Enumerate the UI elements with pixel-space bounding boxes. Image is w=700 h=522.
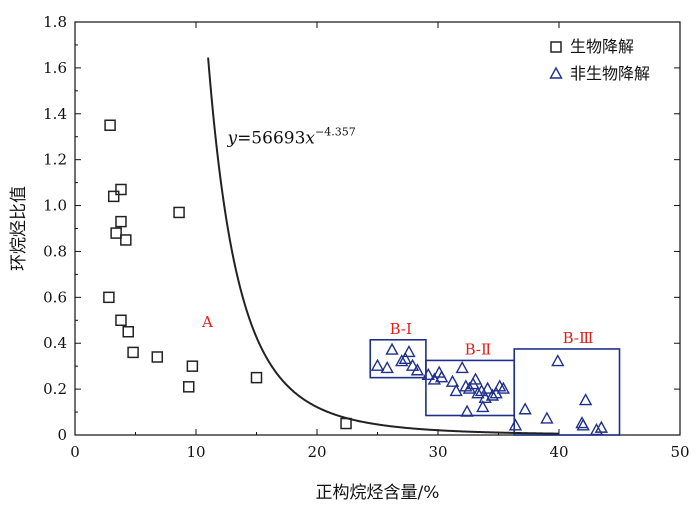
fit-curve-layer: y=56693x−4.357 [207, 57, 560, 435]
non-biodegraded-point [385, 342, 399, 355]
non-biodegraded-point [421, 367, 436, 381]
non-biodegraded-point [496, 381, 511, 394]
non-biodegraded-point [468, 372, 483, 385]
non-biodegraded-point [576, 418, 590, 431]
y-tick-label: 0.2 [43, 380, 67, 398]
non-biodegraded-point [589, 422, 604, 436]
axes: 0 10 20 30 40 50 0 0.2 0.4 0.6 0.8 1.0 1.2 1.4 1.6 1.8 正… [9, 13, 690, 503]
x-tick-label: 40 [549, 443, 568, 461]
non-biodegraded-point [434, 370, 449, 383]
region-label: B-Ⅲ [563, 329, 594, 347]
region-box [513, 348, 621, 436]
biodegraded-point [186, 360, 199, 372]
y-tick-label: 0.6 [43, 288, 67, 306]
y-tick-label: 0.8 [43, 242, 67, 260]
biodegraded-point [110, 227, 122, 239]
x-tick-label: 20 [307, 443, 326, 461]
non-biodegraded-point [508, 418, 523, 431]
non-biodegraded-point [445, 374, 460, 387]
legend-label: 生物降解 [570, 37, 634, 56]
non-biodegraded-point [485, 388, 500, 401]
fit-equation: y=56693x−4.357 [226, 126, 355, 149]
non-biodegraded-point [476, 400, 490, 413]
fit-curve [207, 57, 560, 435]
legend-label: 非生物降解 [570, 64, 650, 83]
non-biodegraded-point [551, 354, 565, 367]
region-box [369, 338, 427, 379]
x-axis-title: 正构烷烃含量/% [316, 483, 440, 503]
non-biodegraded-point [460, 404, 474, 417]
non-biodegraded-point [540, 411, 554, 424]
region-label: B-Ⅰ [390, 320, 412, 338]
biodegraded-point [107, 190, 120, 203]
y-tick-label: 1.0 [43, 197, 67, 215]
biodegraded-point [250, 371, 263, 384]
biodegraded-point [122, 326, 134, 338]
biodegraded-point [127, 346, 139, 359]
x-tick-label: 30 [428, 443, 447, 461]
non-biodegraded-point [380, 361, 394, 374]
non-biodegraded-point [449, 383, 463, 397]
x-tick-label: 0 [70, 443, 80, 461]
non-biodegraded-point [455, 361, 469, 374]
biodegraded-point [173, 206, 185, 219]
non-biodegraded-point [410, 363, 425, 376]
biodegraded-point [120, 234, 132, 246]
region-label: B-Ⅱ [465, 341, 492, 359]
biodegraded-point [151, 351, 164, 363]
biodegraded-point [340, 417, 352, 430]
y-tick-label: 1.2 [43, 151, 67, 169]
non-biodegraded-point [471, 386, 485, 399]
x-tick-label: 50 [670, 443, 689, 461]
non-biodegraded-point [402, 344, 416, 358]
biodegraded-point [104, 119, 116, 131]
non-biodegraded-point [480, 381, 495, 394]
non-biodegraded-point [518, 402, 532, 415]
y-axis-title: 环烷烃比值 [9, 186, 29, 271]
data-points [103, 119, 609, 436]
y-tick-label: 1.8 [43, 13, 67, 31]
y-tick-label: 1.6 [43, 59, 67, 77]
biodegraded-point [115, 314, 127, 327]
y-tick-label: 0.4 [43, 334, 67, 352]
biodegraded-point [115, 183, 127, 196]
non-biodegraded-point [398, 351, 413, 364]
legend-square-icon [550, 41, 562, 53]
non-biodegraded-point [395, 354, 409, 367]
plot-frame [74, 21, 681, 436]
biodegraded-point [103, 291, 115, 304]
biodegraded-point [182, 381, 195, 393]
x-tick-label: 10 [186, 443, 205, 461]
non-biodegraded-point [405, 358, 420, 371]
y-tick-label: 1.4 [43, 105, 67, 123]
y-tick-label: 0 [57, 426, 67, 444]
non-biodegraded-point [594, 420, 609, 433]
legend-triangle-icon [549, 66, 563, 79]
non-biodegraded-point [578, 393, 593, 406]
non-biodegraded-point [370, 358, 385, 371]
region-label: A [201, 313, 213, 331]
biodegraded-point [115, 215, 127, 228]
annotations: A B-Ⅰ B-Ⅱ B-Ⅲ [201, 313, 593, 359]
